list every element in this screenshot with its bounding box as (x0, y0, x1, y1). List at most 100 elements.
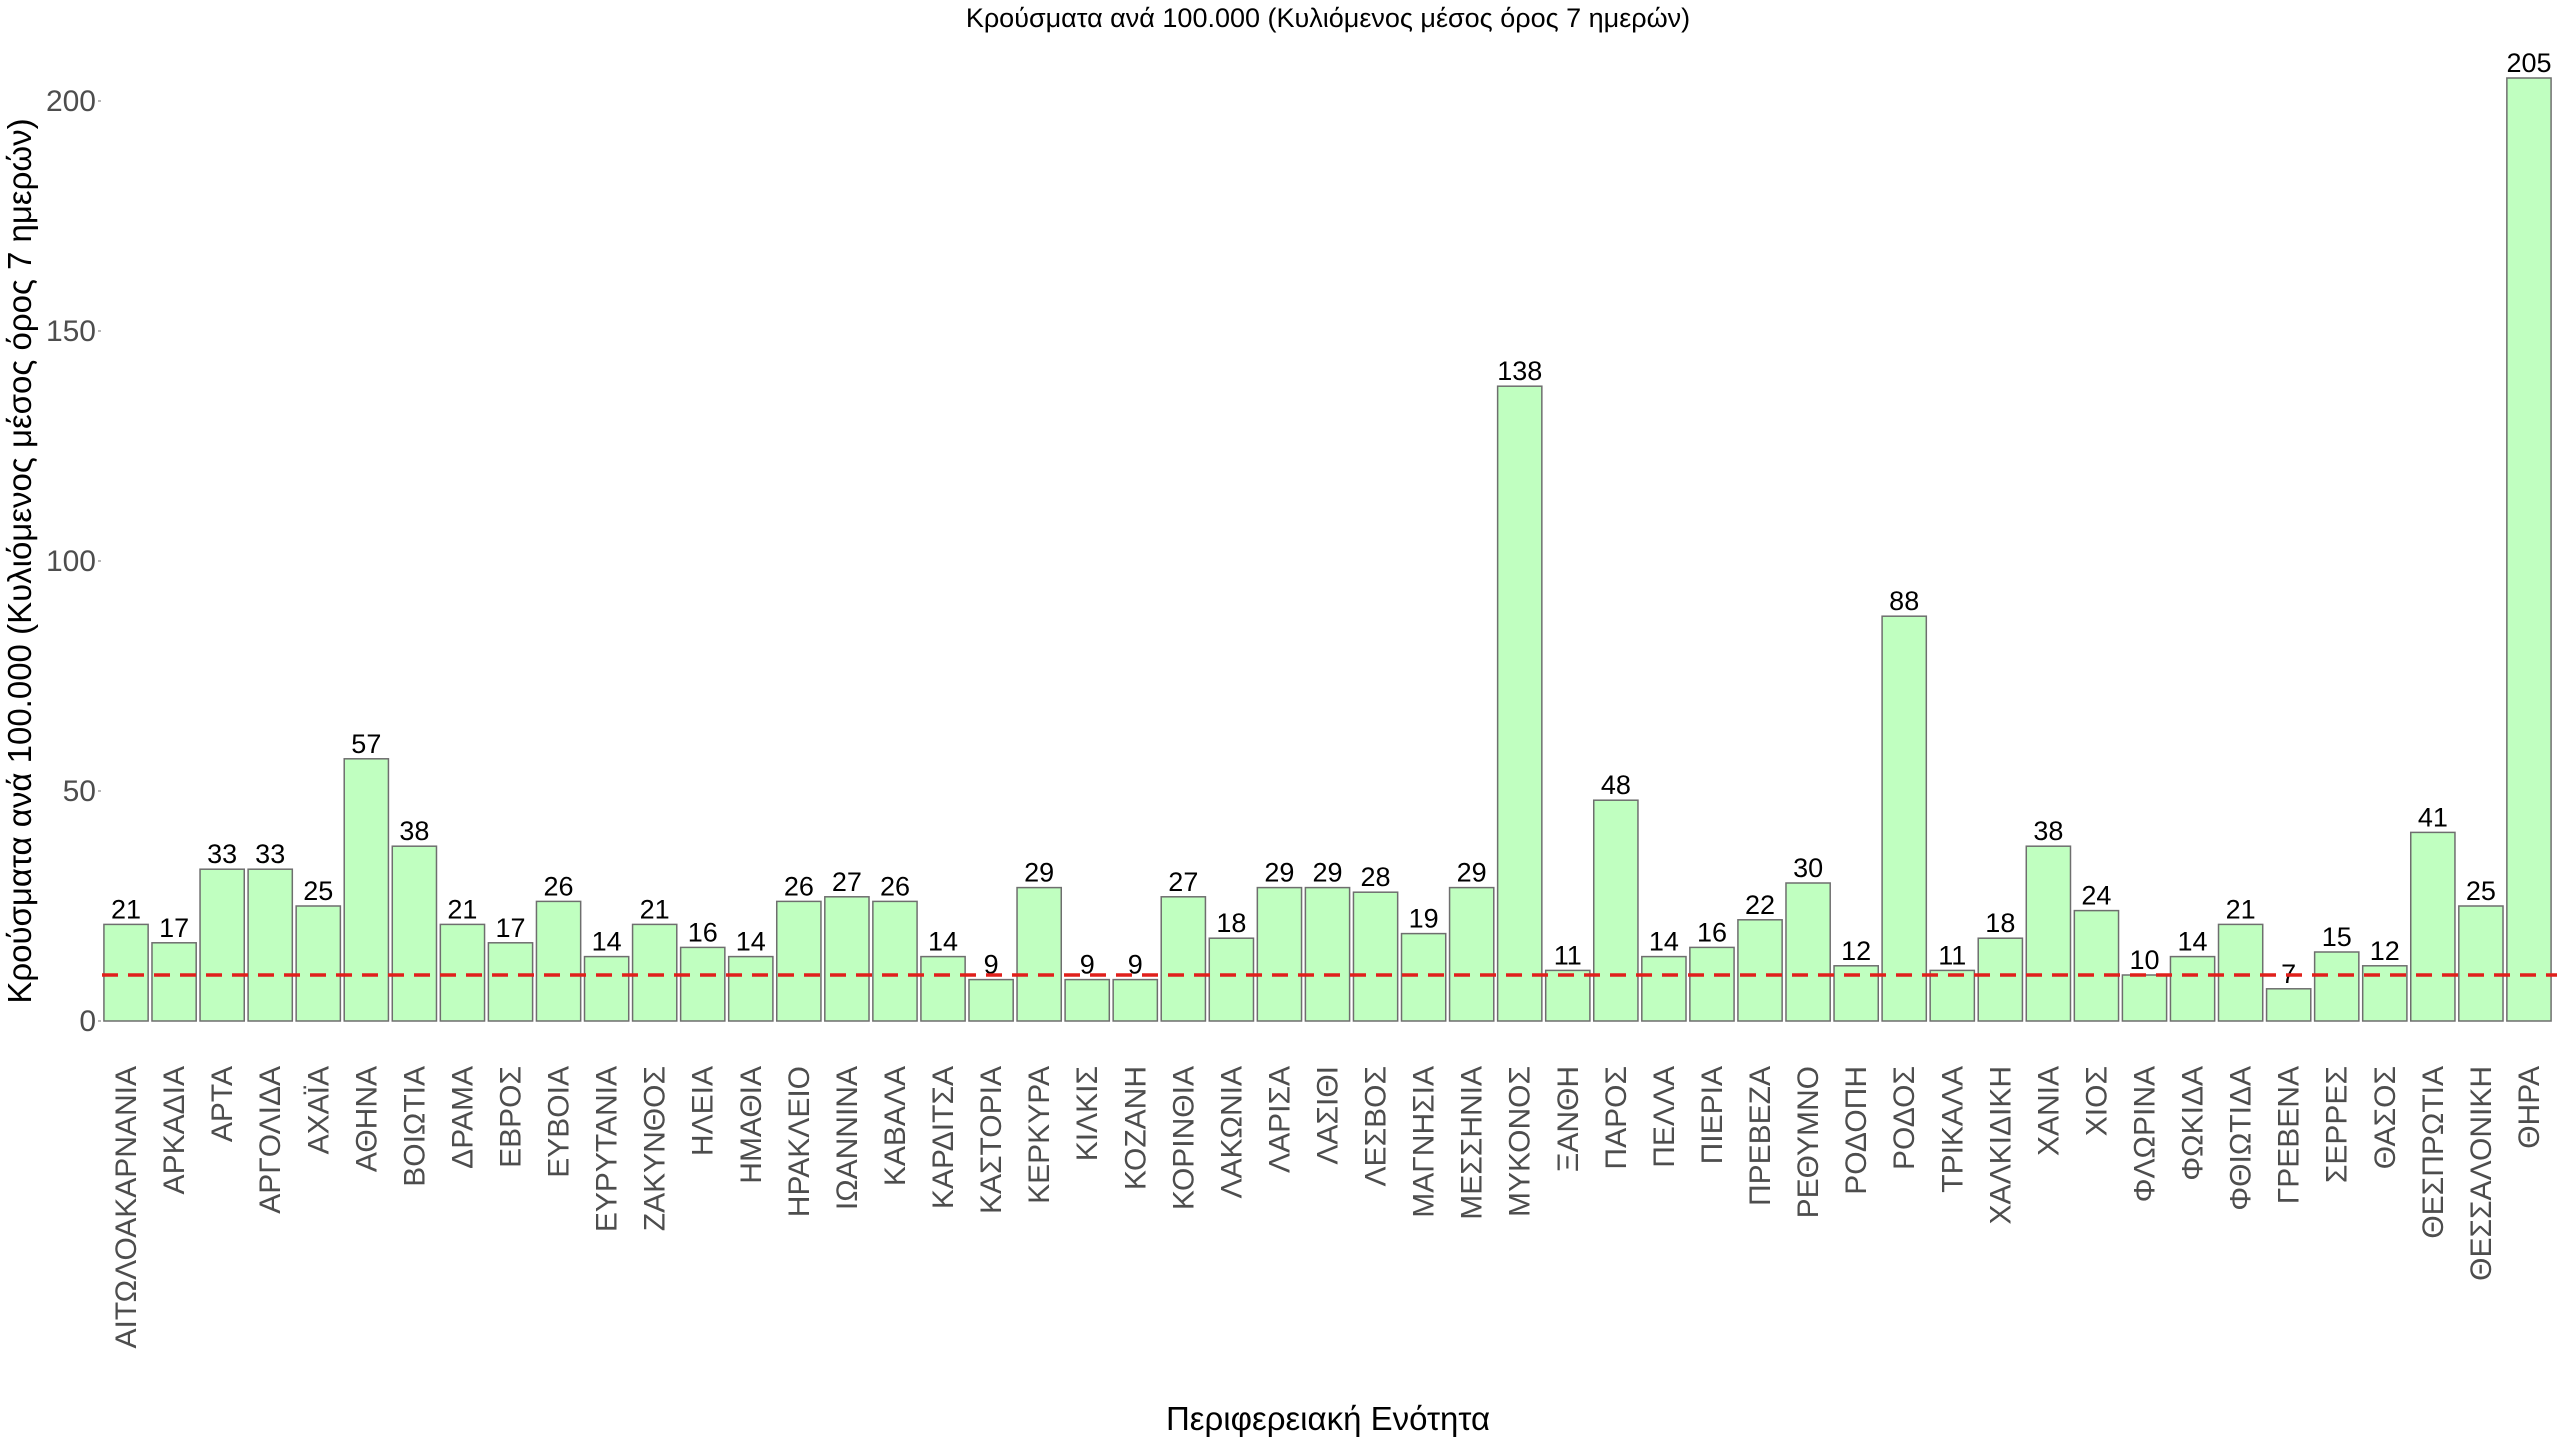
bar (1977, 937, 2024, 1022)
bar-value-label: 25 (303, 876, 333, 906)
bar (583, 955, 630, 1022)
bar (1737, 919, 1783, 1022)
x-tick-label: ΦΛΩΡΙΝΑ (2129, 1066, 2162, 1202)
x-tick-label: ΛΑΣΙΘΙ (1312, 1066, 1345, 1165)
x-tick-label: ΕΥΡΥΤΑΝΙΑ (591, 1066, 624, 1232)
bar-value-label: 57 (351, 729, 381, 759)
bar-value-label: 18 (1985, 908, 2015, 938)
bar (2313, 951, 2360, 1022)
bar (343, 758, 390, 1022)
bar (1448, 886, 1495, 1022)
value-labels-group: 21 17 33 33 25 57 38 21 17 26 14 21 16 14 26 27 26 14 9 29 9… (111, 48, 2551, 989)
x-tick-label: ΤΡΙΚΑΛΑ (1936, 1066, 1969, 1193)
bar (1496, 385, 1543, 1022)
bar (727, 955, 774, 1022)
bar (1064, 978, 1111, 1022)
bar-value-label: 21 (640, 894, 670, 924)
bar (968, 978, 1014, 1022)
bar-value-label: 14 (928, 927, 958, 957)
bar (295, 905, 342, 1022)
bar (1160, 896, 1207, 1022)
x-tick-label: ΠΕΛΛΑ (1648, 1066, 1681, 1168)
bar (920, 955, 966, 1022)
x-tick-label: ΑΡΓΟΛΙΔΑ (254, 1066, 287, 1214)
bar-value-label: 33 (207, 839, 237, 869)
bar (1256, 886, 1303, 1022)
bar (391, 845, 438, 1022)
bar (2265, 988, 2312, 1022)
bar (247, 868, 294, 1022)
bar-value-label: 14 (2178, 927, 2208, 957)
x-tick-label: ΗΛΕΙΑ (687, 1066, 720, 1156)
x-tick-label: ΕΥΒΟΙΑ (543, 1066, 576, 1178)
y-tick-label: 200 (46, 85, 96, 118)
x-axis-title: Περιφερειακή Ενότητα (1166, 1400, 1490, 1437)
x-tick-label: ΒΟΙΩΤΙΑ (398, 1066, 431, 1187)
x-tick-label: ΦΘΙΩΤΙΔΑ (2225, 1066, 2258, 1211)
bar-value-label: 16 (1697, 917, 1727, 947)
x-tick-label: ΑΡΤΑ (206, 1066, 239, 1142)
x-tick-label: ΠΡΕΒΕΖΑ (1744, 1066, 1777, 1206)
bar-value-label: 26 (544, 871, 574, 901)
x-tick-label: ΧΙΟΣ (2080, 1066, 2113, 1136)
bar (2217, 923, 2264, 1022)
x-tick-label: ΖΑΚΥΝΘΟΣ (639, 1066, 672, 1231)
bar-value-label: 9 (1128, 950, 1143, 980)
bar-value-label: 138 (1497, 356, 1542, 386)
bar (631, 923, 678, 1022)
bar (679, 946, 726, 1022)
bar-value-label: 10 (2129, 945, 2159, 975)
bar (199, 868, 246, 1022)
x-tick-label: ΧΑΛΚΙΔΙΚΗ (1984, 1066, 2017, 1224)
bar (1689, 946, 1735, 1022)
x-tick-label: ΜΑΓΝΗΣΙΑ (1408, 1066, 1441, 1218)
bar (1641, 955, 1687, 1022)
bars-group (103, 77, 2552, 1022)
y-tick-label: 50 (63, 775, 96, 808)
x-tick-label: ΡΟΔΟΠΗ (1840, 1066, 1873, 1195)
bar (1112, 978, 1159, 1022)
bar-value-label: 38 (2033, 816, 2063, 846)
bar-value-label: 12 (1841, 936, 1871, 966)
bar (2506, 77, 2552, 1022)
bar-value-label: 26 (784, 871, 814, 901)
bar-value-label: 41 (2418, 802, 2448, 832)
bar-value-label: 29 (1457, 858, 1487, 888)
bar (2025, 845, 2072, 1022)
x-tick-label: ΑΙΤΩΛΟΑΚΑΡΝΑΝΙΑ (110, 1066, 143, 1348)
bar (1304, 886, 1351, 1022)
bar-value-label: 14 (1649, 927, 1679, 957)
y-axis-title: Κρούσματα ανά 100.000 (Κυλιόμενος μέσος … (1, 118, 38, 1003)
bar-value-label: 27 (1168, 867, 1198, 897)
bar (103, 923, 149, 1022)
bar (1592, 799, 1639, 1022)
x-tick-label: ΛΑΚΩΝΙΑ (1215, 1066, 1248, 1199)
x-tick-label: ΓΡΕΒΕΝΑ (2273, 1066, 2306, 1204)
bar-value-label: 11 (1938, 940, 1966, 970)
y-tick-label: 0 (79, 1005, 96, 1038)
x-tick-label: ΘΑΣΟΣ (2369, 1066, 2402, 1169)
x-tick-label: ΑΧΑΪΑ (302, 1066, 335, 1154)
x-tick-label: ΘΕΣΠΡΩΤΙΑ (2417, 1066, 2450, 1239)
x-tick-label: ΚΑΡΔΙΤΣΑ (927, 1066, 960, 1209)
x-tick-label: ΔΡΑΜΑ (446, 1066, 479, 1169)
x-tick-label: ΑΡΚΑΔΙΑ (158, 1066, 191, 1194)
bar-value-label: 17 (159, 913, 189, 943)
bar (1016, 886, 1063, 1022)
bar (1352, 891, 1399, 1022)
x-tick-label: ΜΕΣΣΗΝΙΑ (1456, 1066, 1489, 1220)
bar-value-label: 27 (832, 867, 862, 897)
bar-value-label: 29 (1024, 858, 1054, 888)
bar-value-label: 24 (2081, 881, 2111, 911)
x-tick-label: ΘΕΣΣΑΛΟΝΙΚΗ (2465, 1066, 2498, 1281)
bar (2169, 955, 2216, 1022)
x-tick-label: ΞΑΝΘΗ (1552, 1066, 1585, 1172)
bar-value-label: 21 (111, 894, 141, 924)
bar-value-label: 33 (255, 839, 285, 869)
bar-value-label: 26 (880, 871, 910, 901)
x-tick-label: ΛΕΣΒΟΣ (1360, 1066, 1393, 1186)
x-tick-label: ΚΑΣΤΟΡΙΑ (975, 1066, 1008, 1214)
x-tick-label: ΦΩΚΙΔΑ (2177, 1066, 2210, 1181)
bar-value-label: 18 (1216, 908, 1246, 938)
bar-value-label: 29 (1264, 858, 1294, 888)
